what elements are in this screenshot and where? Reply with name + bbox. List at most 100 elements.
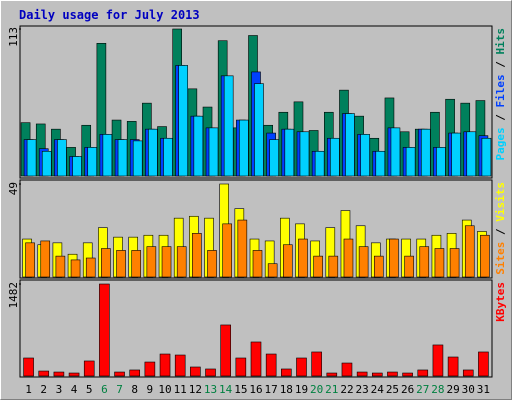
x-tick-label: 10 bbox=[158, 383, 171, 396]
bar bbox=[239, 119, 249, 177]
bar bbox=[23, 357, 34, 377]
bar bbox=[207, 250, 217, 278]
bar bbox=[402, 372, 413, 377]
x-tick-label: 14 bbox=[219, 383, 233, 396]
legend-separator: / bbox=[494, 55, 507, 75]
bar bbox=[102, 134, 113, 177]
legend-entry: KBytes bbox=[494, 282, 507, 322]
bar bbox=[420, 128, 431, 177]
bar bbox=[68, 372, 80, 377]
legend: Sites / Visits bbox=[494, 182, 507, 275]
bar bbox=[343, 238, 354, 278]
x-tick-label: 4 bbox=[71, 383, 78, 396]
x-tick-label: 27 bbox=[416, 383, 429, 396]
bar bbox=[311, 351, 322, 377]
bar bbox=[72, 156, 82, 177]
bar bbox=[404, 255, 414, 278]
bar bbox=[192, 233, 202, 278]
bar bbox=[131, 250, 142, 278]
bar bbox=[432, 344, 444, 377]
bar bbox=[159, 353, 171, 377]
bar bbox=[326, 372, 338, 377]
bar bbox=[235, 357, 247, 377]
x-tick-label: 3 bbox=[56, 383, 63, 396]
bar bbox=[390, 127, 401, 177]
bar bbox=[117, 139, 128, 177]
bar bbox=[26, 139, 37, 177]
bar bbox=[193, 115, 204, 177]
bar bbox=[419, 246, 430, 278]
bar bbox=[40, 240, 51, 278]
bar bbox=[254, 83, 264, 177]
x-tick-label: 29 bbox=[446, 383, 459, 396]
bar bbox=[330, 137, 340, 177]
legend: Pages / Files / Hits bbox=[494, 28, 507, 161]
bar bbox=[237, 219, 248, 278]
bar bbox=[252, 250, 263, 278]
bar bbox=[174, 354, 186, 377]
bar bbox=[250, 341, 262, 377]
bar bbox=[375, 150, 386, 177]
chart-title: Daily usage for July 2013 bbox=[19, 8, 200, 22]
bar bbox=[299, 131, 310, 177]
y-tick-label: 113 bbox=[7, 27, 20, 47]
bar bbox=[478, 351, 489, 377]
x-tick-label: 23 bbox=[356, 383, 369, 396]
legend: KBytes bbox=[494, 282, 507, 322]
bar bbox=[451, 132, 461, 177]
x-tick-label: 17 bbox=[265, 383, 278, 396]
legend-separator: / bbox=[494, 222, 507, 242]
bar bbox=[371, 372, 383, 377]
bar bbox=[462, 369, 474, 377]
y-tick-label: 49 bbox=[7, 182, 20, 195]
bar bbox=[205, 368, 216, 377]
bar bbox=[358, 246, 369, 278]
bar bbox=[269, 139, 279, 177]
bar bbox=[57, 139, 67, 177]
x-tick-label: 19 bbox=[295, 383, 308, 396]
legend-entry: Hits bbox=[494, 28, 507, 55]
bar bbox=[85, 257, 96, 278]
y-tick-label: 1482 bbox=[7, 282, 20, 309]
bar bbox=[208, 127, 219, 177]
x-tick-label: 2 bbox=[40, 383, 47, 396]
x-tick-label: 22 bbox=[340, 383, 353, 396]
x-tick-label: 5 bbox=[86, 383, 93, 396]
x-tick-label: 28 bbox=[431, 383, 444, 396]
bar bbox=[389, 238, 399, 278]
bar bbox=[480, 234, 490, 278]
legend-entry: Pages bbox=[494, 127, 507, 160]
bar bbox=[223, 75, 234, 177]
bar bbox=[178, 65, 188, 177]
x-tick-label: 24 bbox=[371, 383, 385, 396]
legend-entry: Visits bbox=[494, 182, 507, 222]
x-tick-label: 26 bbox=[401, 383, 414, 396]
x-tick-label: 30 bbox=[462, 383, 475, 396]
x-tick-label: 7 bbox=[116, 383, 123, 396]
bar bbox=[434, 248, 445, 278]
bar bbox=[41, 150, 52, 177]
x-tick-label: 16 bbox=[249, 383, 262, 396]
bar bbox=[436, 147, 446, 177]
bar bbox=[146, 246, 157, 278]
bar bbox=[341, 362, 353, 377]
bar bbox=[296, 357, 307, 377]
x-tick-label: 13 bbox=[204, 383, 217, 396]
legend-entry: Files bbox=[494, 74, 507, 107]
bar bbox=[38, 370, 50, 377]
bar bbox=[101, 248, 111, 278]
bar bbox=[373, 255, 384, 278]
bar bbox=[190, 366, 201, 377]
bar bbox=[87, 147, 98, 177]
bar bbox=[387, 371, 398, 377]
bar bbox=[345, 113, 355, 177]
bar bbox=[447, 356, 459, 377]
bar bbox=[314, 150, 325, 177]
x-tick-label: 25 bbox=[386, 383, 399, 396]
bar bbox=[405, 147, 416, 177]
bar bbox=[148, 128, 158, 177]
bar bbox=[144, 361, 156, 377]
x-tick-label: 15 bbox=[234, 383, 247, 396]
bar bbox=[114, 371, 125, 377]
